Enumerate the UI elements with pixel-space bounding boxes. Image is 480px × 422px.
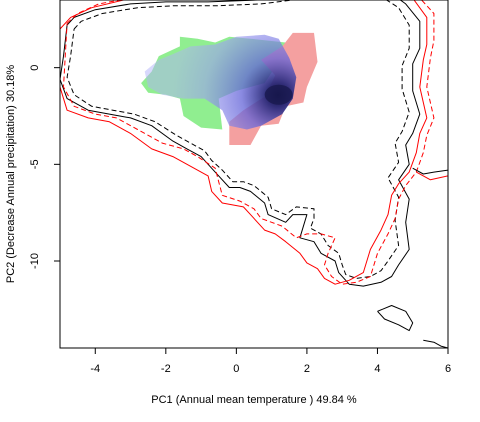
x-axis-title: PC1 (Annual mean temperature ) 49.84 % xyxy=(151,394,357,406)
x-tick-label: 0 xyxy=(233,363,239,375)
x-tick-label: -4 xyxy=(90,363,100,375)
contour-red-solid xyxy=(60,0,428,285)
x-tick-label: 2 xyxy=(304,363,310,375)
contour-black-solid xyxy=(377,305,414,332)
y-tick-label: -10 xyxy=(29,253,41,269)
contour-lines xyxy=(60,0,448,348)
x-tick-label: 4 xyxy=(374,363,380,375)
y-tick-label: 0 xyxy=(29,65,41,71)
x-tick-label: 6 xyxy=(445,363,451,375)
x-axis: -4 -2 0 2 4 6 xyxy=(90,348,451,375)
contour-black-solid xyxy=(412,167,448,175)
y-axis-title: PC2 (Decrease Annual precipitation) 30.1… xyxy=(5,65,17,284)
contour-red-dash xyxy=(63,0,435,285)
contour-black-solid xyxy=(423,339,448,348)
region-blue xyxy=(144,34,297,130)
y-axis: 0 -5 -10 xyxy=(29,65,60,269)
x-tick-label: -2 xyxy=(161,363,171,375)
contour-black-dash xyxy=(66,0,410,279)
contour-red-solid xyxy=(416,171,448,181)
density-peak xyxy=(264,84,293,105)
niche-regions xyxy=(141,32,318,145)
plot-frame xyxy=(59,0,449,349)
y-tick-label: -5 xyxy=(29,159,41,169)
contour-black-solid xyxy=(60,0,421,287)
